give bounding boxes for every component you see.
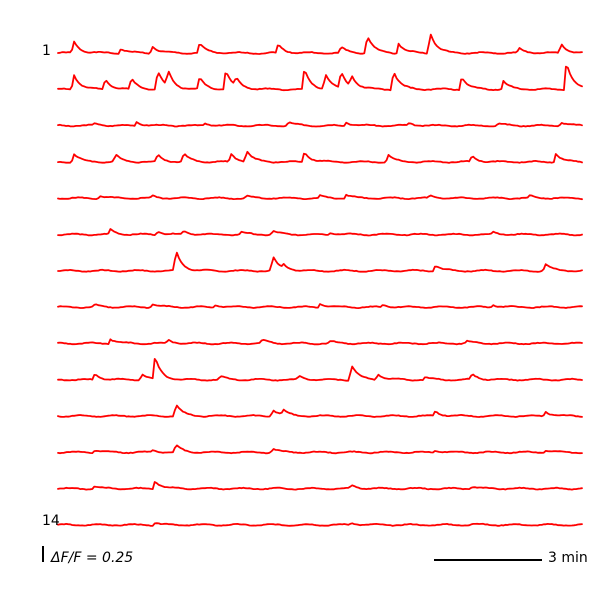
row-label-first: 1 [42, 43, 51, 59]
trace-group [57, 33, 583, 527]
trace-4 [57, 150, 583, 164]
trace-12 [57, 444, 583, 455]
trace-2 [57, 65, 583, 92]
trace-6 [57, 228, 583, 237]
row-label-last: 14 [42, 513, 60, 529]
trace-13 [57, 481, 583, 491]
amplitude-scale-label: ΔF/F = 0.25 [50, 550, 133, 566]
trace-5 [57, 193, 583, 201]
trace-7 [57, 251, 583, 273]
trace-8 [57, 303, 583, 309]
trace-14 [57, 522, 583, 527]
trace-9 [57, 338, 583, 346]
trace-1 [57, 33, 583, 55]
trace-3 [57, 121, 583, 128]
time-scale-label: 3 min [548, 550, 588, 566]
trace-11 [57, 404, 583, 418]
trace-10 [57, 358, 583, 382]
